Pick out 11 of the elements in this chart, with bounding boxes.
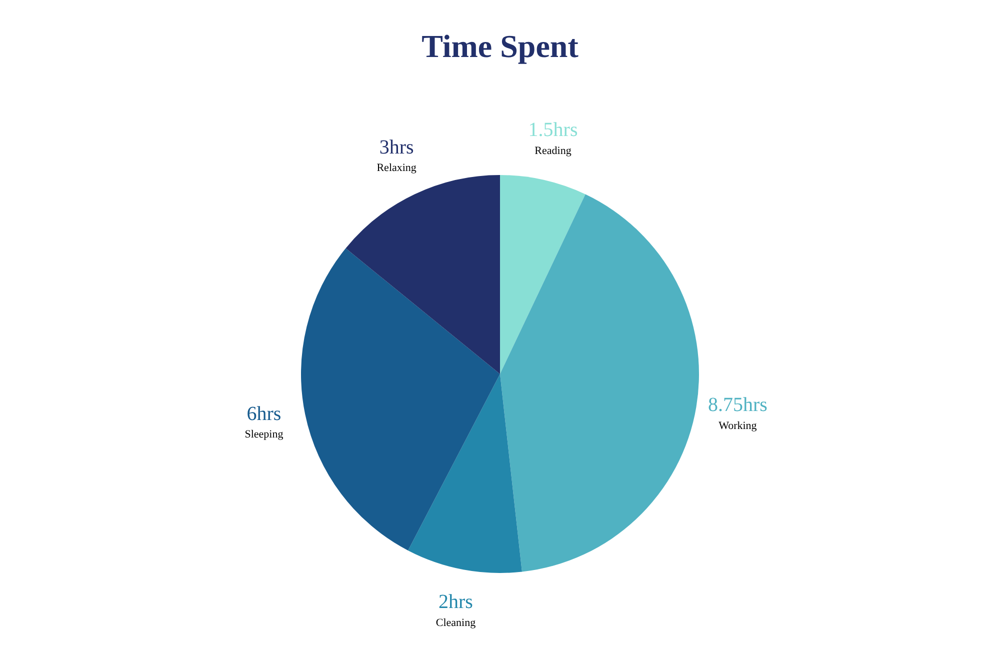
slice-label: Relaxing <box>376 162 417 174</box>
slice-label: Cleaning <box>436 616 476 629</box>
slice-label: Reading <box>534 144 572 157</box>
slice-label: Working <box>718 420 758 432</box>
chart-title: Time Spent <box>420 28 580 65</box>
data-label: 3hrs <box>379 136 414 159</box>
data-label: 8.75hrs <box>708 394 768 416</box>
slice-label: Sleeping <box>244 428 284 441</box>
data-label: 6hrs <box>246 402 282 425</box>
data-label: 2hrs <box>438 591 474 614</box>
data-label: 1.5hrs <box>528 119 578 142</box>
